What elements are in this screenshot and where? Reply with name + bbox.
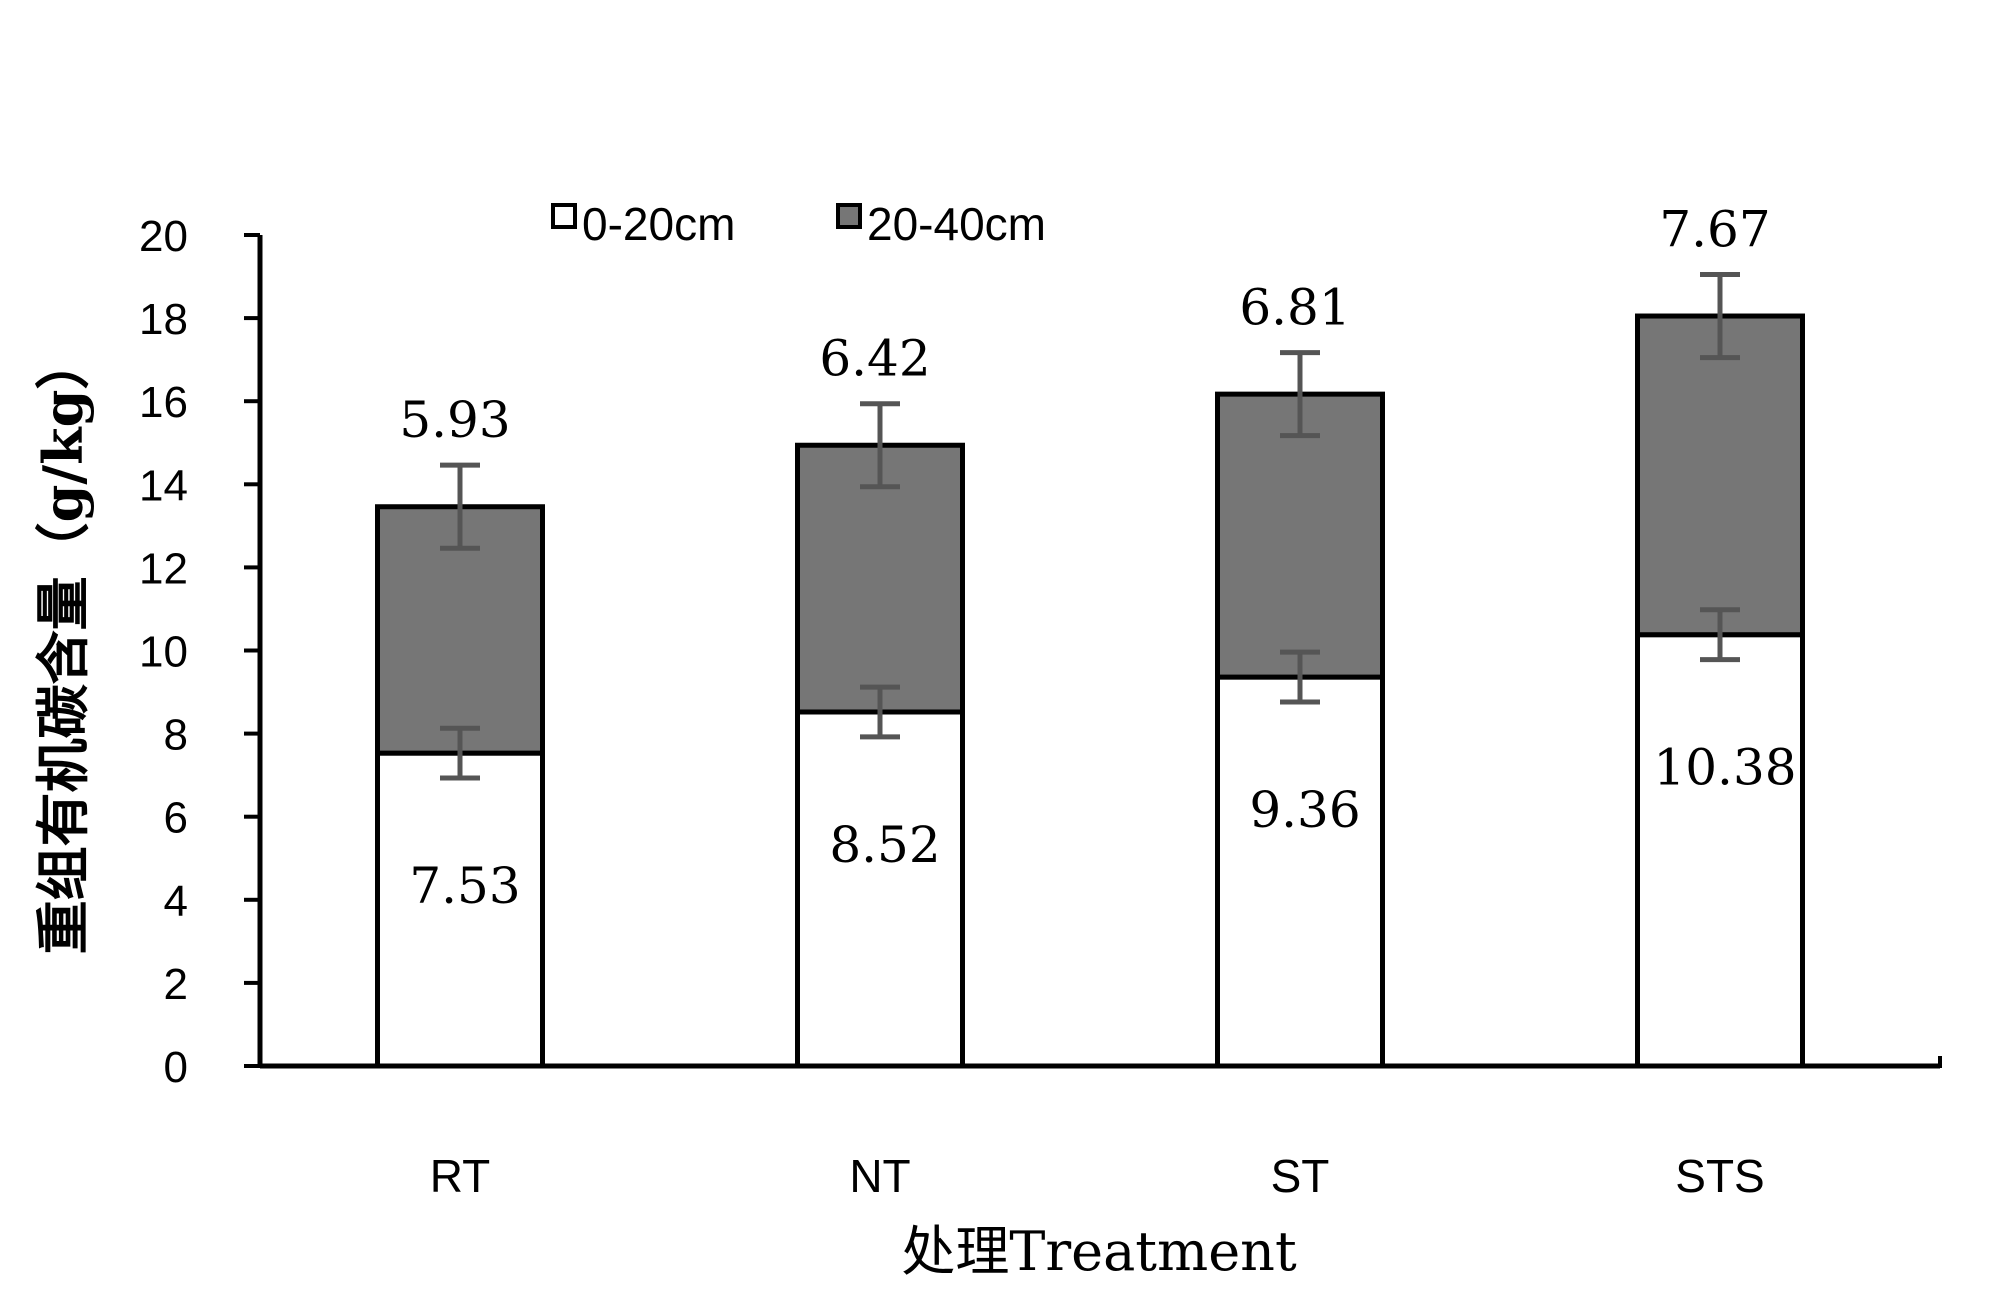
y-tick-label: 6 [164,794,188,843]
x-tick-label-st: ST [1271,1150,1330,1202]
legend-swatch-0-20cm [551,203,577,229]
y-tick-label: 18 [139,295,188,344]
y-tick-label: 0 [164,1043,188,1092]
bar-0-20cm-sts [1635,632,1805,1069]
data-label-20-40cm-st: 6.81 [1239,279,1350,337]
error-bar-0-20cm-st [1280,649,1320,705]
x-tick-label-sts: STS [1675,1150,1764,1202]
error-bar-0-20cm-nt [860,684,900,740]
y-tick-label: 2 [164,960,188,1009]
bars-layer [375,271,1805,1069]
y-tick-label: 16 [139,378,188,427]
legend-label-20-40cm: 20-40cm [867,198,1046,250]
x-tick-label-rt: RT [430,1150,491,1202]
data-label-0-20cm-sts: 10.38 [1653,739,1796,797]
data-label-20-40cm-sts: 7.67 [1659,200,1770,258]
data-label-20-40cm-nt: 6.42 [819,330,930,388]
labels-layer: 7.53 5.93 RT 8.52 6.42 NT 9.36 6.81 ST 10.38 7.67 S… [399,200,1796,1202]
error-bar-20-40cm-nt [860,401,900,490]
bar-0-20cm-st [1215,674,1385,1069]
legend-label-0-20cm: 0-20cm [582,198,735,250]
error-bar-20-40cm-sts [1700,271,1740,361]
error-bar-0-20cm-rt [440,725,480,781]
error-bar-20-40cm-st [1280,350,1320,439]
y-tick-label: 20 [139,212,188,261]
data-label-0-20cm-nt: 8.52 [829,816,940,874]
error-bar-0-20cm-sts [1700,607,1740,663]
legend: 0-20cm 20-40cm [551,198,1046,250]
legend-swatch-20-40cm [836,203,862,229]
y-tick-label: 8 [164,711,188,760]
bar-0-20cm-rt [375,750,545,1069]
y-tick-label: 4 [164,877,188,926]
y-axis-title: 重组有机碳含量（g/kg） [31,336,95,955]
bar-20-40cm-nt [795,442,965,715]
x-axis-title: 处理Treatment [901,1220,1297,1283]
bar-0-20cm-nt [795,709,965,1069]
y-tick-label: 12 [139,544,188,593]
bar-20-40cm-sts [1635,313,1805,638]
bar-20-40cm-st [1215,391,1385,680]
error-bar-20-40cm-rt [440,462,480,551]
data-label-20-40cm-rt: 5.93 [399,391,510,449]
data-label-0-20cm-st: 9.36 [1249,781,1360,839]
x-tick-label-nt: NT [849,1150,910,1202]
y-tick-label: 10 [139,628,188,677]
y-tick-label: 14 [139,461,188,510]
data-label-0-20cm-rt: 7.53 [409,857,520,915]
